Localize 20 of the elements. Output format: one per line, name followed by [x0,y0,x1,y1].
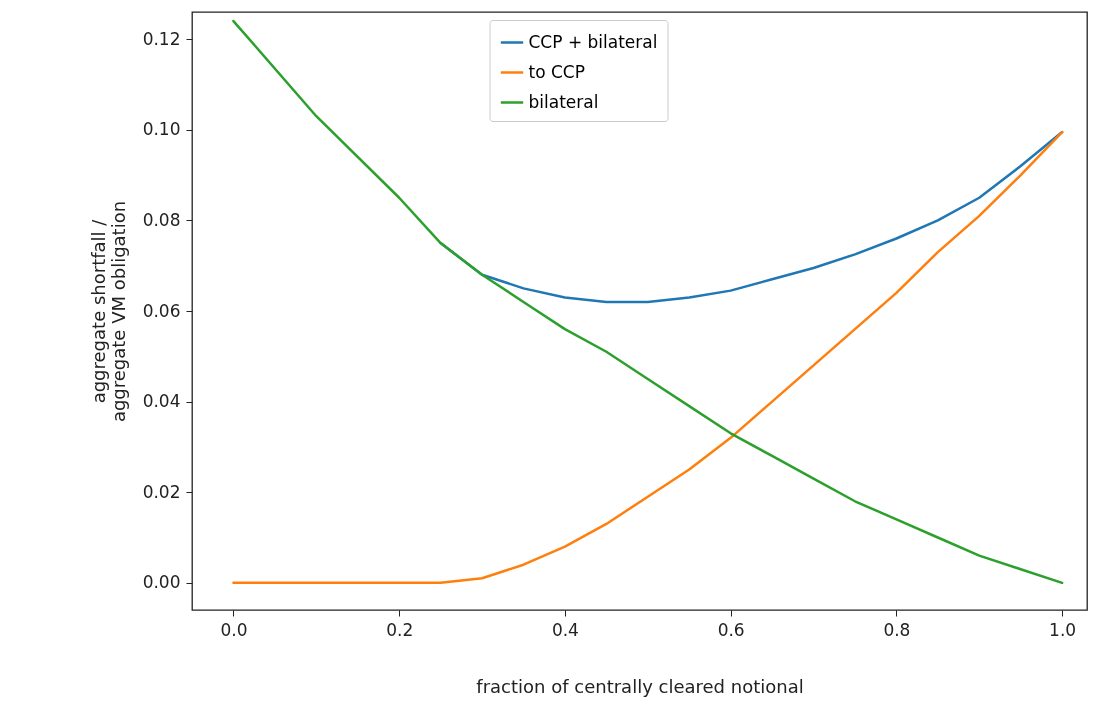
x-tick-label: 1.0 [1049,619,1077,640]
y-tick-label: 0.10 [142,119,181,140]
x-tick-label: 0.2 [386,619,414,640]
x-axis-title: fraction of centrally cleared notional [476,675,804,697]
legend-label: to CCP [528,61,585,82]
y-tick-label: 0.08 [142,209,181,230]
line-series [232,130,1064,585]
y-axis-title: aggregate shortfall / aggregate VM obligation [87,200,129,423]
x-tick-label: 0.6 [717,619,745,640]
legend-label: CCP + bilateral [528,31,658,52]
x-tick-label: 0.0 [220,619,248,640]
y-tick-label: 0.02 [142,481,181,502]
y-tick-label: 0.00 [142,572,181,593]
x-tick-label: 0.4 [551,619,579,640]
y-tick-label: 0.12 [142,28,181,49]
legend-label: bilateral [528,91,599,112]
y-tick-label: 0.04 [142,391,181,412]
x-tick-label: 0.8 [883,619,911,640]
line-series [232,19,1064,585]
y-tick-label: 0.06 [142,300,181,321]
